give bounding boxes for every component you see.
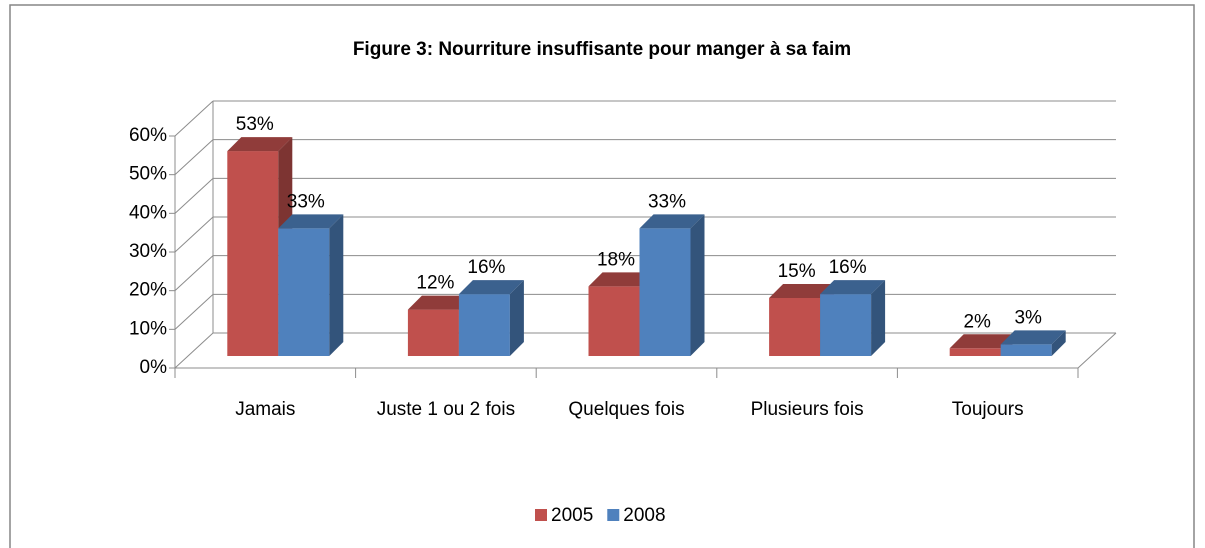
grid-line [174, 100, 214, 137]
bar-top [1000, 330, 1066, 345]
bar-front [227, 151, 279, 356]
y-tick-label: 40% [129, 202, 167, 223]
grid-line [174, 255, 214, 292]
y-tick-label: 60% [129, 125, 167, 146]
bar-top [458, 280, 524, 295]
y-tick-label: 0% [140, 357, 168, 378]
x-tick-label: Toujours [951, 399, 1024, 420]
bar-front [458, 294, 510, 356]
bar-top [278, 214, 344, 229]
bar-top [227, 137, 293, 152]
value-label: 2% [963, 311, 991, 332]
bar-front [769, 298, 821, 356]
bar [639, 214, 705, 356]
grid-line [174, 139, 214, 176]
legend-label: 2005 [551, 505, 593, 526]
bar [278, 214, 344, 356]
bar-side [329, 214, 344, 356]
value-label: 16% [829, 257, 867, 278]
value-label: 53% [236, 114, 274, 135]
bar-front [588, 286, 640, 356]
bar-side [1051, 330, 1066, 356]
bar-front [639, 228, 691, 356]
y-tick-label: 50% [129, 164, 167, 185]
value-label: 12% [416, 273, 454, 294]
value-label: 15% [778, 261, 816, 282]
bar-side [871, 280, 886, 356]
y-tick-label: 30% [129, 241, 167, 262]
x-tick-label: Quelques fois [568, 399, 685, 420]
grid-line [174, 293, 214, 330]
bar-front [1000, 344, 1052, 356]
value-label: 18% [597, 249, 635, 270]
value-label: 33% [648, 191, 686, 212]
bar-side [690, 214, 705, 356]
x-tick-label: Juste 1 ou 2 fois [376, 399, 516, 420]
value-label: 3% [1014, 307, 1042, 328]
legend-swatch [607, 509, 620, 521]
bar [820, 280, 886, 356]
bar-top [949, 334, 1015, 349]
bar-top [769, 284, 835, 298]
value-label: 33% [287, 191, 325, 212]
legend-swatch [535, 509, 547, 521]
bar [1000, 330, 1066, 356]
grid-line [174, 332, 214, 369]
x-tick-label: Jamais [235, 399, 296, 420]
bar [407, 295, 473, 356]
bar-top [639, 214, 705, 229]
y-tick-label: 20% [129, 280, 167, 301]
x-tick-label: Plusieurs fois [750, 399, 864, 420]
bar [458, 280, 524, 356]
bar-front [820, 294, 872, 356]
grid-line [174, 216, 214, 253]
bar-front [949, 348, 1001, 356]
chart-title: Figure 3: Nourriture insuffisante pour m… [353, 39, 851, 60]
bar-top [820, 280, 886, 295]
value-label: 16% [467, 257, 505, 278]
y-tick-label: 10% [129, 318, 167, 339]
bar-front [407, 309, 459, 356]
grid-line [174, 177, 214, 214]
bar-side [509, 280, 524, 356]
bar-front [278, 228, 330, 356]
legend-label: 2008 [623, 505, 665, 526]
floor-edge [1077, 332, 1117, 369]
bar-top [588, 272, 654, 287]
bar-top [407, 295, 473, 310]
